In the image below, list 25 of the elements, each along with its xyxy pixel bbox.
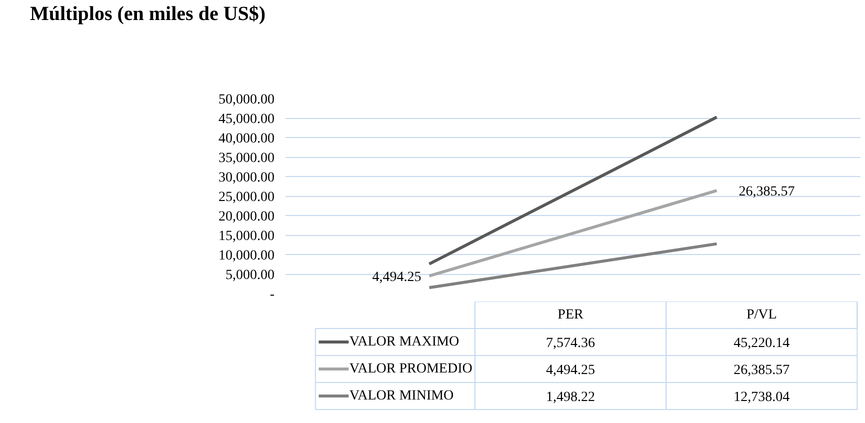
y-tick-label: 25,000.00 <box>218 190 274 205</box>
y-tick-label: 10,000.00 <box>218 248 274 264</box>
data-label: 4,494.25 <box>546 363 596 378</box>
legend-label: VALOR MINIMO <box>349 388 454 404</box>
data-label: 7,574.36 <box>546 336 596 351</box>
y-tick-label: 50,000.00 <box>218 92 274 108</box>
x-tick-label: PER <box>558 308 584 322</box>
x-tick-label: P/VL <box>746 308 777 322</box>
annotation: 4,494.25 <box>372 270 422 285</box>
y-tick-label: 45,000.00 <box>218 112 274 127</box>
y-tick-label: 5,000.00 <box>226 268 274 283</box>
data-label: 12,738.04 <box>734 390 790 405</box>
data-label: 45,220.14 <box>734 336 790 351</box>
annotation: 26,385.57 <box>738 184 795 200</box>
data-label: 26,385.57 <box>734 363 790 378</box>
y-tick-label: 35,000.00 <box>218 151 274 166</box>
y-tick-label: 15,000.00 <box>218 229 274 244</box>
y-tick-label: - <box>270 288 275 302</box>
chart-title: Múltiplos (en miles de US$) <box>30 2 266 27</box>
y-tick-label: 20,000.00 <box>218 210 274 224</box>
y-tick-label: 30,000.00 <box>218 170 274 186</box>
y-tick-label: 40,000.00 <box>218 132 274 146</box>
legend-label: VALOR PROMEDIO <box>349 362 472 376</box>
legend-label: VALOR MAXIMO <box>349 334 460 350</box>
data-label: 1,498.22 <box>546 390 596 405</box>
